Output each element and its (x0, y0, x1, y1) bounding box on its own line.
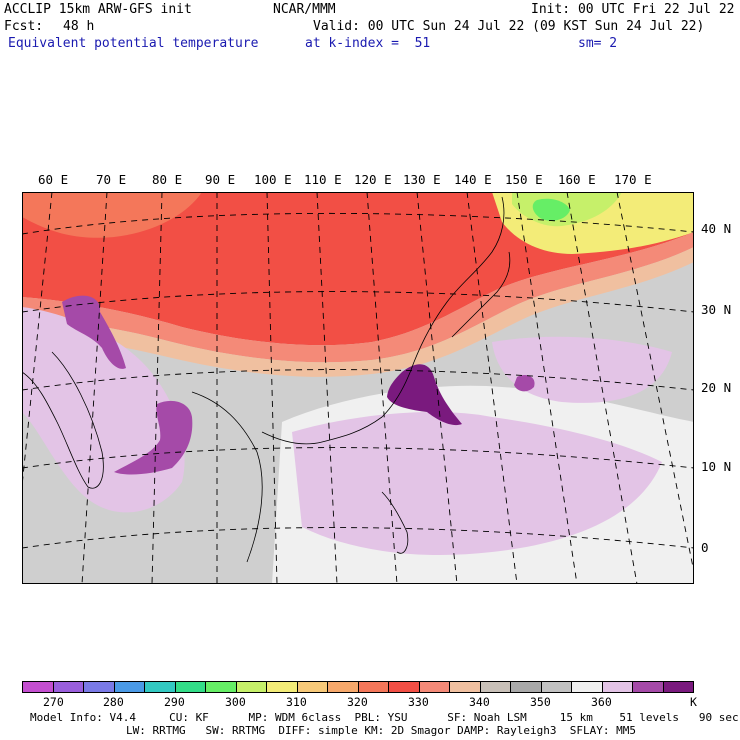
colorbar-cell (114, 682, 145, 692)
colorbar-label: 270 (43, 695, 64, 709)
lat-label: 10 N (701, 459, 732, 474)
lon-label: 110 E (304, 172, 342, 187)
lon-label: 90 E (205, 172, 236, 187)
coast-seasia (191, 361, 415, 563)
organization-label: NCAR/MMM (273, 2, 336, 17)
purple-scs (387, 364, 462, 426)
colorbar-cell (602, 682, 633, 692)
lon-label: 60 E (38, 172, 69, 187)
forecast-label: Fcst: (4, 19, 44, 34)
smoothing-label: sm= 2 (578, 36, 618, 51)
colorbar-unit: K (690, 695, 697, 709)
colorbar-cell (23, 682, 54, 692)
warm-band-orange (22, 232, 694, 363)
lon-label: 120 E (354, 172, 392, 187)
colorbar-label: 300 (225, 695, 246, 709)
purple-india-nw (62, 295, 126, 369)
colorbar-cell (450, 682, 481, 692)
colorbar-cell (541, 682, 572, 692)
colorbar-cell (480, 682, 511, 692)
cool-core (532, 198, 570, 221)
colorbar-cell (358, 682, 389, 692)
lat-label: 40 N (701, 221, 732, 236)
lon-label: 130 E (403, 172, 441, 187)
colorbar-cell (53, 682, 84, 692)
coast-india (22, 351, 104, 489)
lat-label: 30 N (701, 302, 732, 317)
valid-time: Valid: 00 UTC Sun 24 Jul 22 (09 KST Sun … (313, 19, 705, 34)
forecast-hours: 48 h (63, 19, 95, 34)
colorbar-label: 280 (103, 695, 124, 709)
purple-bengal (114, 400, 193, 475)
lon-label: 100 E (254, 172, 292, 187)
colorbar-cell (297, 682, 328, 692)
colorbar-label: 320 (347, 695, 368, 709)
colorbar-label: 350 (530, 695, 551, 709)
colorbar-cell (663, 682, 693, 692)
colorbar-cell (236, 682, 267, 692)
graticule (22, 192, 694, 584)
lon-label: 80 E (152, 172, 183, 187)
lat-label: 0 (701, 540, 709, 555)
coral-patch (22, 192, 202, 238)
lon-label: 150 E (505, 172, 543, 187)
colorbar-cell (572, 682, 603, 692)
model-title: ACCLIP 15km ARW-GFS init (4, 2, 192, 17)
colorbar-cell (175, 682, 206, 692)
coast-philippines (381, 491, 409, 554)
colorbar-cell (206, 682, 237, 692)
colorbar-cell (633, 682, 664, 692)
colorbar-cell (267, 682, 298, 692)
colorbar-label: 290 (164, 695, 185, 709)
colorbar-label: 310 (286, 695, 307, 709)
colorbar-cell (389, 682, 420, 692)
init-time: Init: 00 UTC Fri 22 Jul 22 (531, 2, 735, 17)
lon-label: 160 E (558, 172, 596, 187)
colorbar-cell (511, 682, 542, 692)
coast-japan (451, 251, 511, 338)
field-name: Equivalent potential temperature (8, 36, 259, 51)
colorbar-label: 360 (591, 695, 612, 709)
colorbar-cell (419, 682, 450, 692)
theta-e-map (22, 192, 694, 584)
colorbar-cell (84, 682, 115, 692)
coast-east-asia (413, 196, 505, 363)
lat-label: 20 N (701, 380, 732, 395)
ne-lavender (492, 336, 672, 403)
colorbar (22, 681, 694, 693)
level-label: at k-index = 51 (305, 36, 431, 51)
lon-label: 70 E (96, 172, 127, 187)
lon-label: 170 E (614, 172, 652, 187)
model-info-line2: LW: RRTMG SW: RRTMG DIFF: simple KM: 2D … (126, 724, 636, 737)
purple-ne (514, 375, 535, 392)
model-info-line1: Model Info: V4.4 CU: KF MP: WDM 6class P… (30, 711, 739, 724)
colorbar-cell (145, 682, 176, 692)
colorbar-label: 330 (408, 695, 429, 709)
colorbar-label: 340 (469, 695, 490, 709)
colorbar-cell (328, 682, 359, 692)
lon-label: 140 E (454, 172, 492, 187)
